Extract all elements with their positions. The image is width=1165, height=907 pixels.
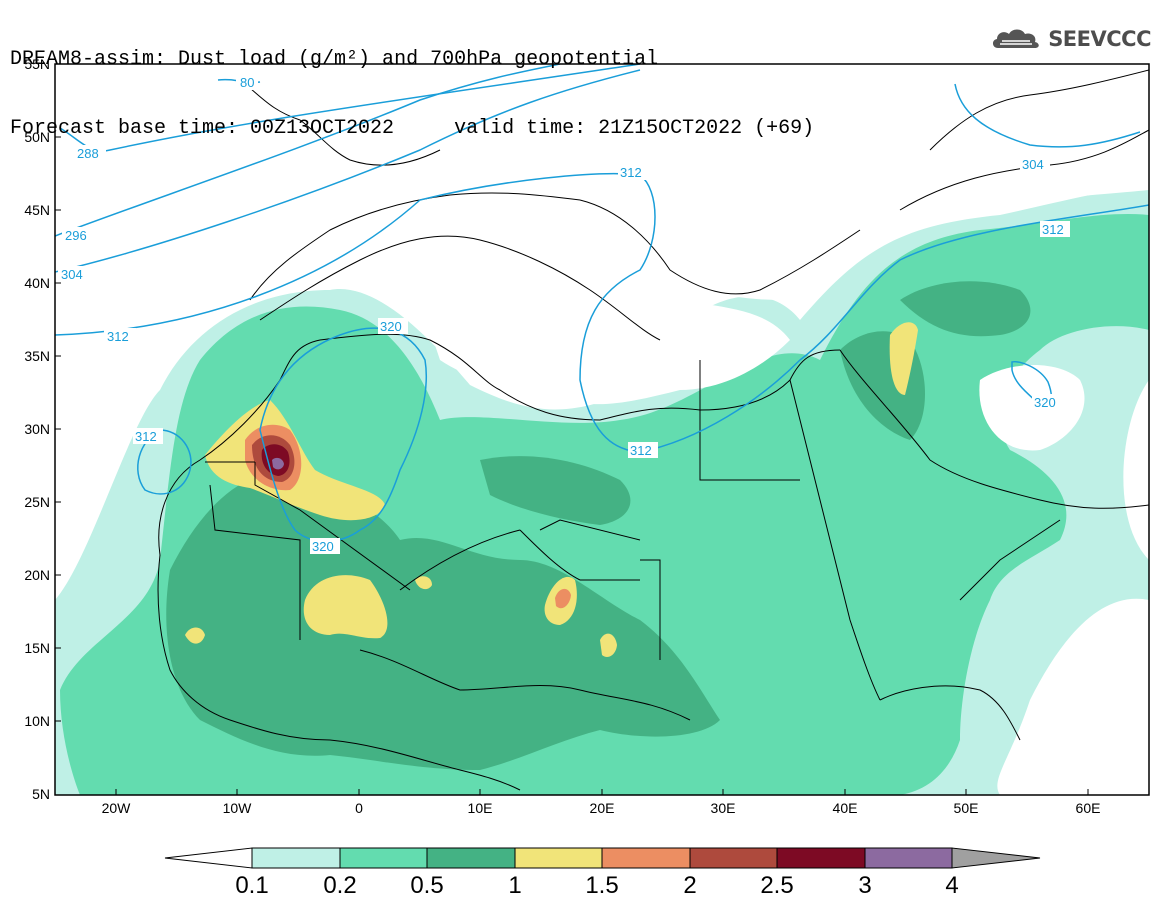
contour-label: 312 [630,443,652,458]
latitude-axis: 55N 50N 45N 40N 35N 30N 25N 20N 15N 10N … [24,56,50,802]
lat-label: 10N [24,713,50,729]
legend-under-triangle [164,847,253,869]
dust-level-0.5 [166,470,720,770]
longitude-axis: 20W 10W 0 10E 20E 30E 40E 50E 60E [102,800,1101,816]
contour-312-west [137,429,192,495]
lon-label: 0 [355,800,363,816]
legend-tick-label: 0.5 [410,872,443,899]
contour-label: 312 [107,329,129,344]
lat-label: 5N [32,786,50,802]
lat-label: 30N [24,421,50,437]
coastlines [157,69,1149,791]
lon-label: 20E [590,800,615,816]
legend-tick-label: 2 [683,872,696,899]
legend-tick-label: 0.1 [235,872,268,899]
logo-text: SEEVCCC [1048,27,1151,51]
dust-level-1-iraq [889,322,918,395]
lon-label: 50E [954,800,979,816]
dust-free-region-arabia [979,365,1085,451]
contour-label: 312 [620,165,642,180]
lat-label: 40N [24,275,50,291]
contour-label: 312 [135,429,157,444]
lat-label: 35N [24,348,50,364]
contour-label: 320 [380,319,402,334]
seevccc-logo: SEEVCCC [990,26,1151,52]
legend-swatch [339,847,428,869]
title-line-2: Forecast base time: 00Z13OCT2022 valid t… [10,117,815,140]
lon-label: 30E [711,800,736,816]
contour-296 [55,64,561,237]
dust-level-0.5-sahara [480,456,631,525]
dust-level-1-sudan [600,633,617,657]
legend-tick-label: 4 [945,872,958,899]
lon-label: 10E [468,800,493,816]
contour-312 [55,173,1149,453]
contour-label: 304 [1022,157,1044,172]
lat-label: 45N [24,202,50,218]
legend-over-triangle [951,847,1041,869]
contour-label: 320 [1034,395,1056,410]
tick-marks [55,136,1089,795]
dust-level-0.5-east [900,281,1031,337]
legend-swatch [776,847,866,869]
contour-label: 288 [77,146,99,161]
contour-label: 304 [61,267,83,282]
contour-320 [259,327,428,542]
contour-label: 320 [312,539,334,554]
legend-tick-label: 0.2 [323,872,356,899]
lon-label: 20W [102,800,132,816]
dust-field [55,64,1149,795]
dust-level-1.5-chad [555,588,571,609]
title-line-1: DREAM8-assim: Dust load (g/m²) and 700hP… [10,48,659,71]
legend-tick-label: 1.5 [585,872,618,899]
legend-tick-label: 2.5 [760,872,793,899]
lat-label: 15N [24,640,50,656]
legend-swatch [601,847,691,869]
dust-level-1-niger [415,576,432,590]
lon-label: 40E [833,800,858,816]
dust-level-1-mali [303,575,388,639]
legend-tick-label: 1 [508,872,521,899]
legend-swatch [251,847,341,869]
lat-label: 55N [24,56,50,72]
legend-tick-label: 3 [858,872,871,899]
figure-title: DREAM8-assim: Dust load (g/m²) and 700hP… [10,2,814,163]
lon-label: 10W [223,800,253,816]
dust-free-region-mediterranean [420,274,790,405]
lat-label: 50N [24,129,50,145]
lat-label: 20N [24,567,50,583]
legend-colorbar: 0.1 0.2 0.5 1 1.5 2 2.5 3 4 [164,847,1041,899]
dust-level-3 [272,457,284,470]
legend-swatch [689,847,778,869]
contour-304-east [954,83,1141,148]
cloud-logo-icon [990,26,1042,52]
contour-304 [55,69,641,273]
lon-label: 60E [1076,800,1101,816]
contour-label: 312 [1042,222,1064,237]
legend-swatch [514,847,603,869]
legend-swatch [864,847,953,869]
dust-level-1-senegal [185,627,205,644]
legend-swatch [426,847,516,869]
contour-label: 80 [240,75,254,90]
lat-label: 25N [24,494,50,510]
contour-label-group: 80 288 296 304 312 312 320 312 320 312 3… [58,74,1070,554]
contour-label: 296 [65,228,87,243]
